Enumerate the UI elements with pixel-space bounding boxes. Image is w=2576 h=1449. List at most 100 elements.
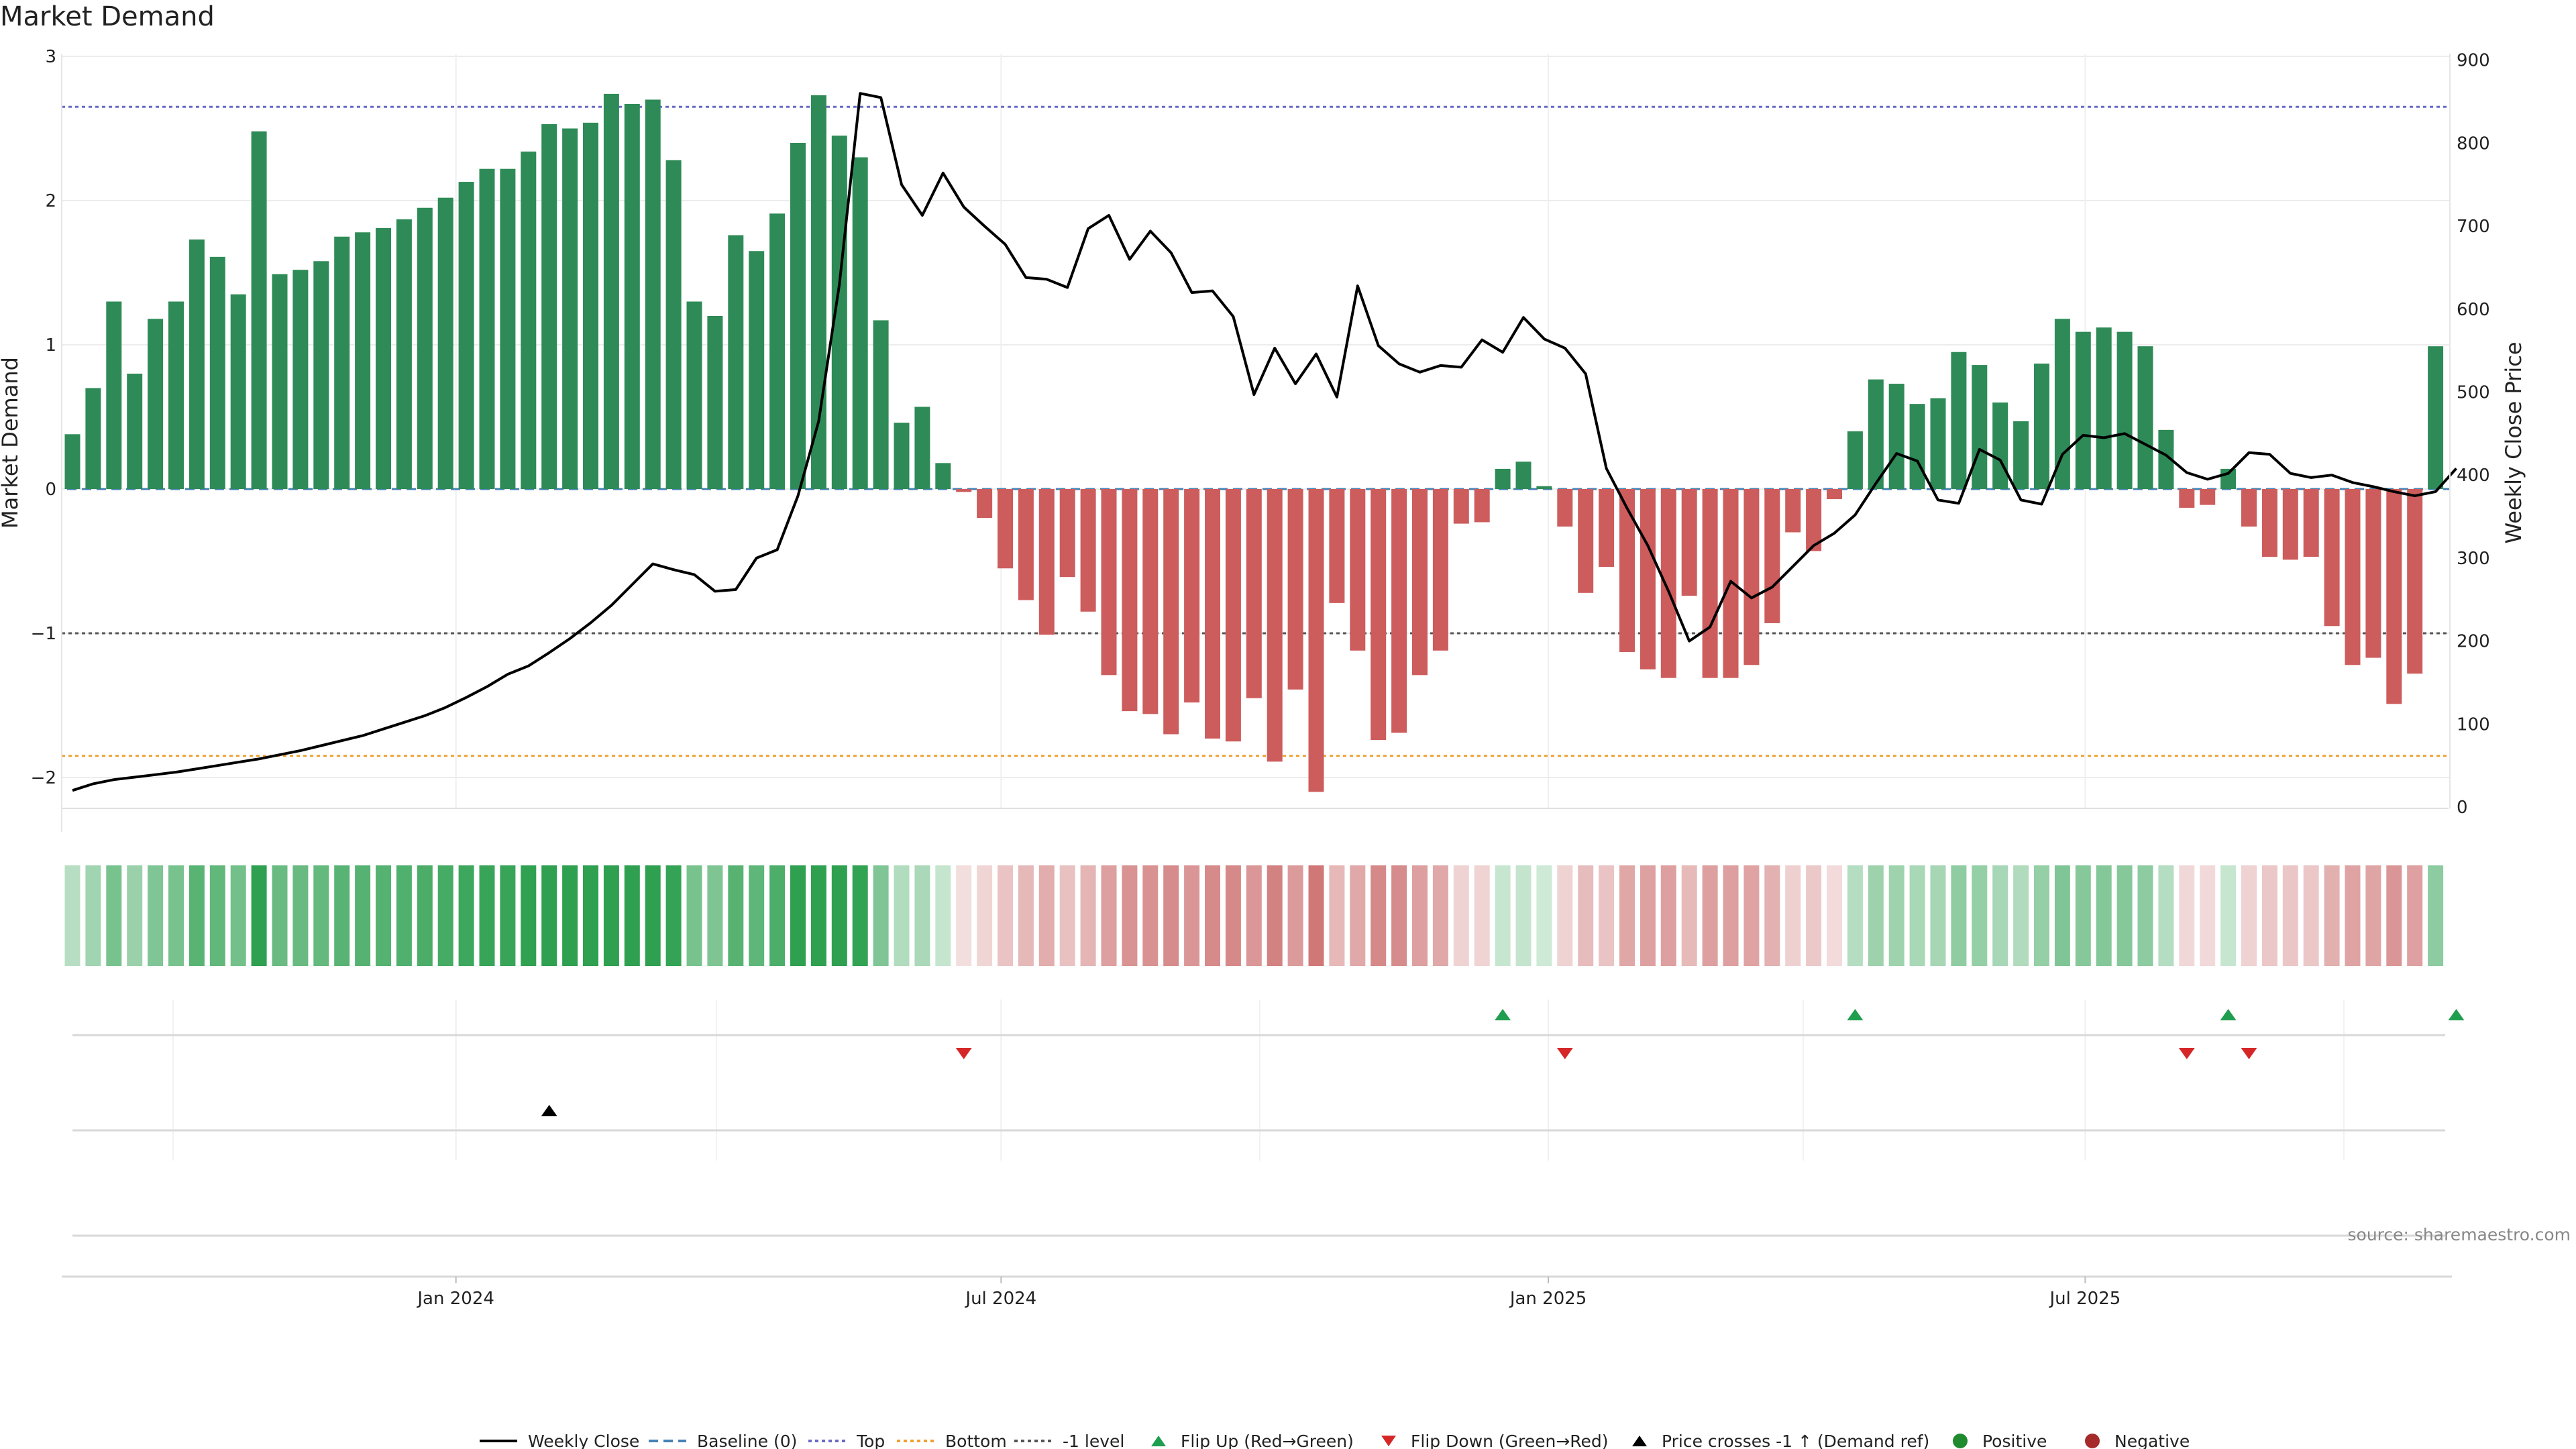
demand-bar xyxy=(1101,489,1117,676)
strip-cell xyxy=(521,865,537,966)
demand-bar xyxy=(1930,398,1946,489)
strip-cell xyxy=(127,865,143,966)
source-label: source: sharemaestro.com xyxy=(2348,1225,2571,1244)
demand-bar xyxy=(935,463,951,489)
demand-bar xyxy=(1827,489,1842,500)
demand-bar xyxy=(562,128,578,489)
strip-cell xyxy=(894,865,910,966)
flip-up-marker xyxy=(2448,1009,2465,1020)
strip-cell xyxy=(790,865,806,966)
demand-bar xyxy=(2013,421,2029,489)
strip-cell xyxy=(1785,865,1801,966)
demand-bar xyxy=(998,489,1013,569)
demand-bar xyxy=(396,219,412,489)
strip-cell xyxy=(665,865,682,966)
strip-cell xyxy=(2200,865,2216,966)
strip-cell xyxy=(1536,865,1552,966)
demand-bar xyxy=(665,160,682,490)
strip-cell xyxy=(1827,865,1842,966)
strip-cell xyxy=(251,865,267,966)
x-tick-label: Jul 2024 xyxy=(964,1289,1036,1309)
legend-label: Bottom xyxy=(945,1432,1007,1449)
demand-bar xyxy=(1806,489,1822,551)
legend-item: Baseline (0) xyxy=(649,1432,797,1449)
demand-bar xyxy=(873,320,889,489)
strip-cell xyxy=(1371,865,1387,966)
strip-cell xyxy=(1847,865,1863,966)
strip-cell xyxy=(1080,865,1096,966)
legend-swatch xyxy=(1381,1436,1396,1446)
strip-cell xyxy=(728,865,744,966)
y2-tick-label: 0 xyxy=(2457,798,2468,818)
legend-label: Top xyxy=(856,1432,885,1449)
legend-item: Flip Up (Red→Green) xyxy=(1151,1432,1354,1449)
legend-swatch xyxy=(1953,1434,1968,1448)
strip-cell xyxy=(148,865,164,966)
strip-cell xyxy=(1764,865,1780,966)
signal-panels: Jan 2024 Jul 2024 Jan 2025 Jul 2025 xyxy=(62,1000,2465,1309)
demand-bar xyxy=(417,207,433,489)
demand-bar xyxy=(1972,365,1988,489)
strip-cell xyxy=(168,865,184,966)
strip-cell xyxy=(1205,865,1220,966)
demand-bar xyxy=(1515,462,1532,489)
strip-cell xyxy=(355,865,371,966)
strip-cell xyxy=(479,865,495,966)
strip-cell xyxy=(1432,865,1448,966)
strip-cell xyxy=(769,865,786,966)
strip-cell xyxy=(686,865,702,966)
strip-cell xyxy=(852,865,868,966)
strip-cell xyxy=(1660,865,1676,966)
demand-bar xyxy=(1184,489,1200,703)
demand-bar xyxy=(914,407,930,489)
legend-item: Bottom xyxy=(897,1432,1007,1449)
strip-cell xyxy=(977,865,993,966)
demand-bar xyxy=(209,256,225,489)
strip-cell xyxy=(437,865,453,966)
strip-cell xyxy=(1909,865,1925,966)
demand-bar xyxy=(2282,489,2298,560)
demand-bar xyxy=(1350,489,1366,651)
demand-bar xyxy=(1267,489,1283,762)
strip-cell xyxy=(749,865,765,966)
strip-cell xyxy=(1059,865,1075,966)
strip-cell xyxy=(2220,865,2237,966)
demand-bar xyxy=(1702,489,1718,678)
demand-bar xyxy=(769,213,786,489)
demand-bar xyxy=(707,316,723,489)
flip-up-marker xyxy=(1495,1009,1511,1020)
strip-cell xyxy=(1557,865,1573,966)
strip-cell xyxy=(1038,865,1055,966)
legend-label: Price crosses -1 ↑ (Demand ref) xyxy=(1662,1432,1929,1449)
strip-cell xyxy=(2158,865,2174,966)
strip-cell xyxy=(2241,865,2257,966)
x-tick-label: Jan 2025 xyxy=(1509,1289,1587,1309)
legend-item: Positive xyxy=(1953,1432,2047,1449)
x-tick-label: Jan 2024 xyxy=(416,1289,494,1309)
demand-bar xyxy=(583,122,598,489)
demand-bar xyxy=(64,434,80,489)
strip-cell xyxy=(1412,865,1428,966)
y2-tick-label: 200 xyxy=(2457,632,2490,652)
demand-bar xyxy=(2034,363,2049,489)
legend-item: Weekly Close xyxy=(480,1432,639,1449)
demand-heat-strip xyxy=(64,865,2444,966)
strip-cell xyxy=(1453,865,1469,966)
legend-label: Negative xyxy=(2114,1432,2190,1449)
demand-bar xyxy=(2261,489,2277,557)
demand-bar xyxy=(1660,489,1676,678)
strip-cell xyxy=(1868,865,1884,966)
demand-bar xyxy=(292,270,309,489)
strip-cell xyxy=(2282,865,2298,966)
legend-item: Negative xyxy=(2085,1432,2190,1449)
y-tick-label: 3 xyxy=(45,47,56,67)
strip-cell xyxy=(624,865,640,966)
demand-bar xyxy=(1225,489,1241,742)
demand-bar xyxy=(603,93,619,489)
demand-bar xyxy=(106,301,122,489)
strip-cell xyxy=(2324,865,2340,966)
strip-cell xyxy=(707,865,723,966)
flip-up-marker xyxy=(1847,1009,1864,1020)
strip-cell xyxy=(956,865,972,966)
demand-bar xyxy=(2200,489,2216,505)
